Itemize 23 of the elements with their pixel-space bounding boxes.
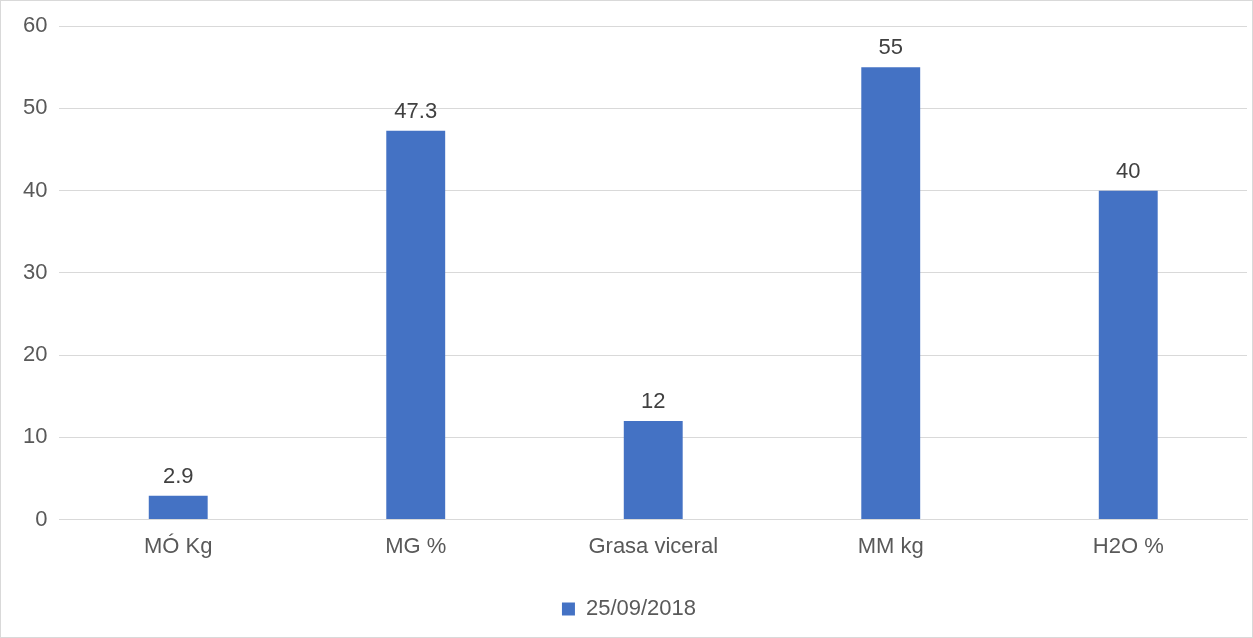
x-tick-label: MM kg: [857, 532, 924, 558]
bar: [1098, 190, 1158, 520]
x-tick-label: MG %: [385, 532, 447, 558]
bar: [861, 67, 921, 520]
data-label: 12: [640, 387, 666, 413]
legend-label: 25/09/2018: [585, 595, 697, 621]
y-tick-label: 30: [22, 258, 48, 284]
y-tick-label: 50: [22, 94, 48, 120]
data-label: 2.9: [162, 462, 194, 488]
bar: [148, 495, 208, 520]
y-tick-label: 40: [22, 176, 48, 202]
x-tick-label: Grasa viceral: [588, 532, 719, 558]
data-label: 55: [878, 34, 903, 60]
x-tick-label: MÓ Kg: [143, 532, 213, 558]
bar: [386, 130, 446, 520]
data-label: 40: [1116, 157, 1141, 183]
y-tick-label: 10: [22, 423, 48, 449]
y-tick-label: 60: [22, 12, 48, 38]
data-label: 47.3: [394, 97, 438, 123]
x-tick-label: H2O %: [1092, 532, 1164, 558]
bar: [623, 420, 683, 520]
y-tick-label: 20: [22, 341, 48, 367]
y-tick-label: 0: [35, 505, 48, 531]
